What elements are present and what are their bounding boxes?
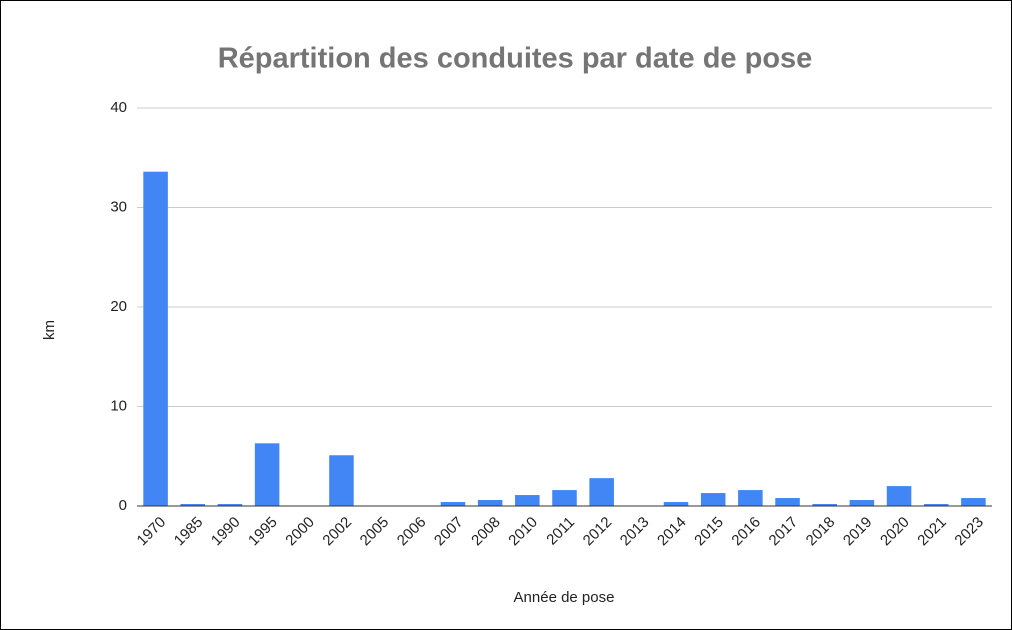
bar — [180, 504, 206, 506]
bar — [961, 498, 986, 506]
bar — [812, 504, 837, 506]
bar — [775, 498, 800, 506]
bar — [143, 171, 168, 506]
bar — [329, 455, 354, 506]
bar — [254, 443, 280, 506]
bar — [589, 478, 614, 506]
y-tick-label: 20 — [110, 298, 127, 315]
bar — [738, 490, 763, 506]
bar — [886, 486, 912, 506]
bar — [663, 502, 689, 506]
y-tick-label: 30 — [110, 198, 127, 215]
y-tick-label: 0 — [119, 497, 127, 514]
y-axis-title: km — [41, 320, 58, 340]
chart-title: Répartition des conduites par date de po… — [218, 43, 813, 75]
bar — [217, 504, 243, 506]
x-axis-title: Année de pose — [514, 589, 615, 606]
bar — [552, 490, 577, 506]
bar — [477, 500, 503, 506]
y-tick-label: 40 — [110, 99, 127, 116]
bar — [923, 504, 949, 506]
bar — [440, 502, 466, 506]
bar — [849, 500, 875, 506]
y-tick-label: 10 — [110, 397, 127, 414]
bar — [515, 495, 540, 506]
bar — [700, 493, 726, 506]
